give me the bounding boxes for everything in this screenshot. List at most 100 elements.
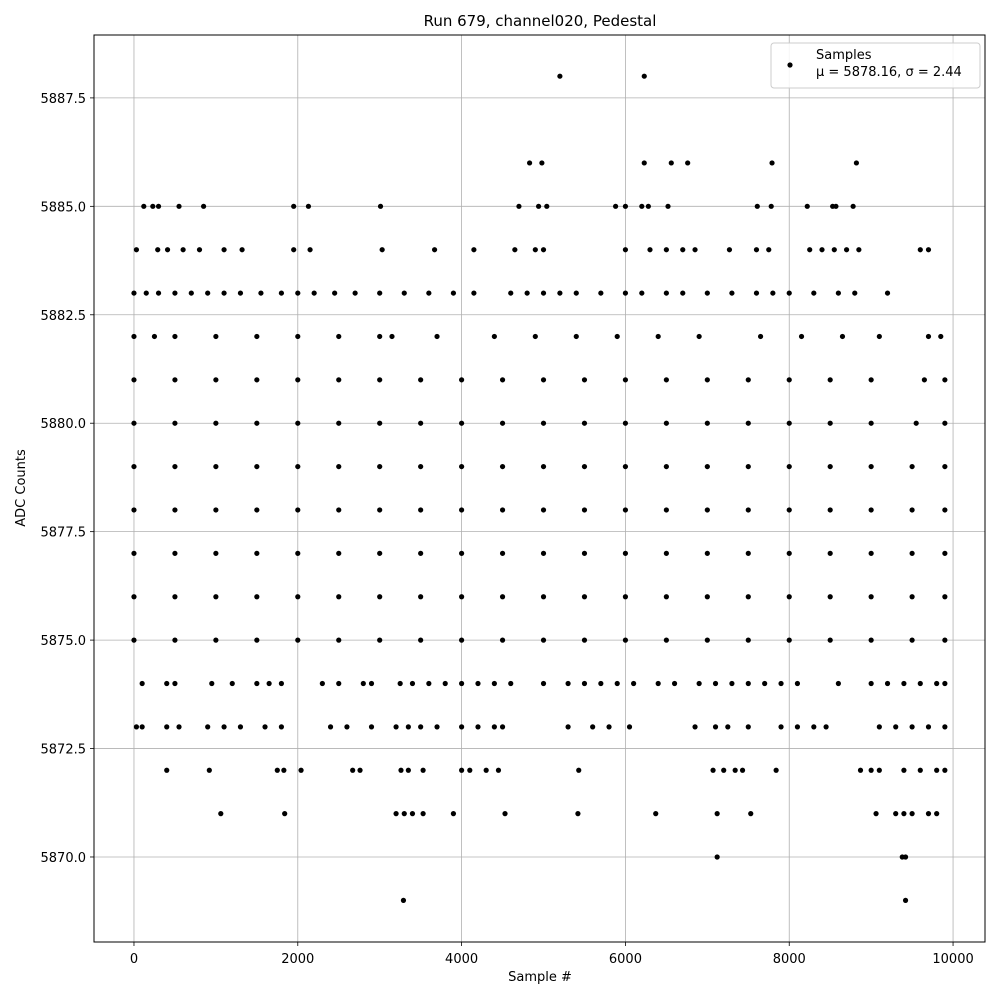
point xyxy=(626,724,633,730)
point xyxy=(274,767,280,773)
point xyxy=(641,73,647,79)
point xyxy=(377,420,383,426)
point xyxy=(499,463,506,470)
point xyxy=(164,680,170,687)
point xyxy=(581,463,588,470)
point xyxy=(901,811,907,817)
point xyxy=(745,377,751,383)
point xyxy=(663,463,669,470)
point xyxy=(213,377,219,383)
point xyxy=(726,247,733,253)
point xyxy=(350,767,356,773)
point xyxy=(459,767,465,773)
point xyxy=(172,377,178,383)
point xyxy=(418,594,424,600)
point xyxy=(540,420,547,426)
point xyxy=(278,290,285,296)
point xyxy=(418,420,424,426)
point xyxy=(942,507,948,513)
point xyxy=(786,377,792,383)
point xyxy=(827,377,833,383)
point xyxy=(475,680,481,687)
point xyxy=(745,637,751,643)
point xyxy=(762,680,768,687)
point xyxy=(704,463,710,470)
point xyxy=(909,507,915,513)
point xyxy=(143,290,149,296)
point xyxy=(748,811,754,817)
point xyxy=(141,203,147,209)
point xyxy=(221,724,227,730)
y-tick-label: 5872.5 xyxy=(41,743,87,758)
point xyxy=(398,767,404,773)
point xyxy=(857,767,864,773)
y-tick-label: 5887.5 xyxy=(41,92,87,107)
point xyxy=(131,420,137,426)
point xyxy=(499,594,506,600)
point xyxy=(704,507,710,513)
point xyxy=(332,290,338,296)
point xyxy=(336,550,342,556)
point xyxy=(590,724,596,730)
x-tick-label: 0 xyxy=(130,952,138,967)
point xyxy=(459,680,465,687)
point xyxy=(917,767,923,773)
point xyxy=(909,463,915,470)
point xyxy=(704,637,710,643)
point xyxy=(434,724,440,730)
point xyxy=(868,377,874,383)
point xyxy=(786,550,792,556)
point xyxy=(377,550,383,556)
point xyxy=(336,463,342,470)
point xyxy=(418,507,424,513)
point xyxy=(151,333,158,340)
point xyxy=(852,290,858,296)
point xyxy=(540,594,547,600)
point xyxy=(499,507,506,513)
point xyxy=(668,160,674,166)
point xyxy=(901,767,907,773)
point xyxy=(540,550,547,556)
point xyxy=(139,680,145,687)
point xyxy=(172,507,178,513)
point xyxy=(420,767,426,773)
point xyxy=(769,160,775,166)
point xyxy=(729,290,735,296)
plot-frame xyxy=(93,34,986,943)
point xyxy=(745,463,751,470)
point xyxy=(397,680,403,687)
point xyxy=(786,463,792,470)
point xyxy=(540,507,547,513)
point xyxy=(696,680,702,687)
point xyxy=(164,724,170,730)
point xyxy=(622,463,629,470)
point xyxy=(434,333,440,340)
point xyxy=(647,247,653,253)
point xyxy=(281,767,287,773)
point xyxy=(336,420,342,426)
point xyxy=(418,463,424,470)
point xyxy=(426,680,432,687)
point xyxy=(213,420,219,426)
point xyxy=(221,247,227,253)
point xyxy=(843,247,850,253)
point xyxy=(401,290,407,296)
point xyxy=(631,680,637,687)
point xyxy=(499,637,506,643)
point xyxy=(295,507,301,513)
point xyxy=(710,767,716,773)
point xyxy=(420,811,426,817)
point xyxy=(909,811,915,817)
point xyxy=(379,247,385,253)
y-tick-label: 5877.5 xyxy=(41,526,87,541)
point xyxy=(786,290,792,296)
point xyxy=(459,377,465,383)
point xyxy=(336,637,342,643)
point xyxy=(622,290,629,296)
point xyxy=(327,724,334,730)
point xyxy=(131,290,137,296)
point xyxy=(692,247,698,253)
point xyxy=(725,724,731,730)
point xyxy=(512,247,518,253)
point xyxy=(827,637,833,643)
